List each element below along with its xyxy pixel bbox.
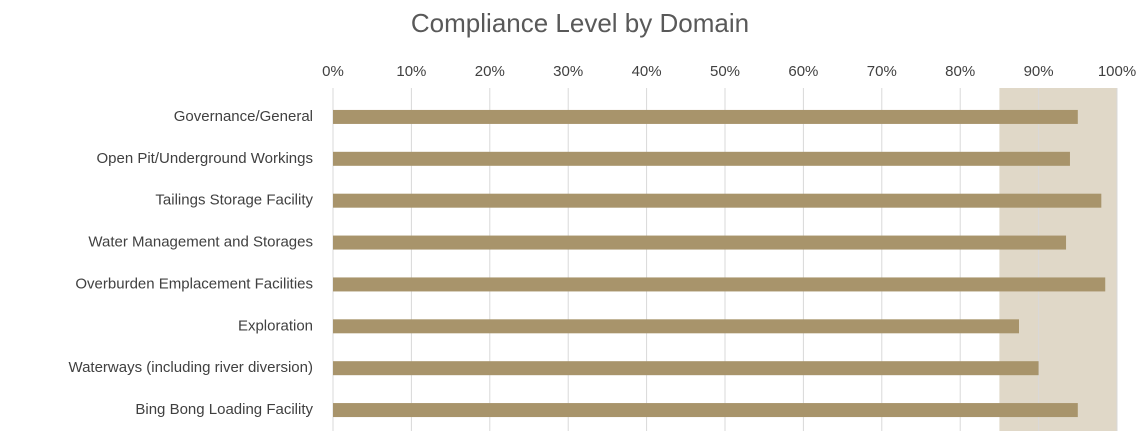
bar [333, 193, 1102, 208]
bar [333, 109, 1078, 124]
y-tick-label: Bing Bong Loading Facility [135, 401, 313, 418]
x-tick-label: 0% [322, 63, 344, 80]
y-tick-label: Governance/General [174, 108, 313, 125]
bar [333, 277, 1106, 292]
x-tick-label: 70% [867, 63, 897, 80]
x-tick-label: 50% [710, 63, 740, 80]
bar [333, 403, 1078, 418]
bar [333, 319, 1019, 334]
bar [333, 235, 1067, 250]
x-tick-label: 30% [553, 63, 583, 80]
x-tick-label: 100% [1098, 63, 1136, 80]
bar [333, 151, 1070, 166]
y-tick-label: Exploration [238, 317, 313, 334]
y-tick-label: Overburden Emplacement Facilities [75, 275, 313, 292]
y-tick-label: Open Pit/Underground Workings [96, 150, 313, 167]
x-tick-label: 10% [396, 63, 426, 80]
y-tick-label: Tailings Storage Facility [155, 192, 313, 209]
chart-title: Compliance Level by Domain [411, 8, 749, 38]
x-tick-label: 80% [945, 63, 975, 80]
y-tick-label: Water Management and Storages [88, 234, 313, 251]
x-tick-label: 90% [1024, 63, 1054, 80]
y-tick-label: Waterways (including river diversion) [68, 359, 313, 376]
x-tick-label: 20% [475, 63, 505, 80]
x-tick-label: 60% [788, 63, 818, 80]
highlight-band [999, 88, 1117, 431]
x-tick-label: 40% [632, 63, 662, 80]
bar [333, 361, 1039, 376]
